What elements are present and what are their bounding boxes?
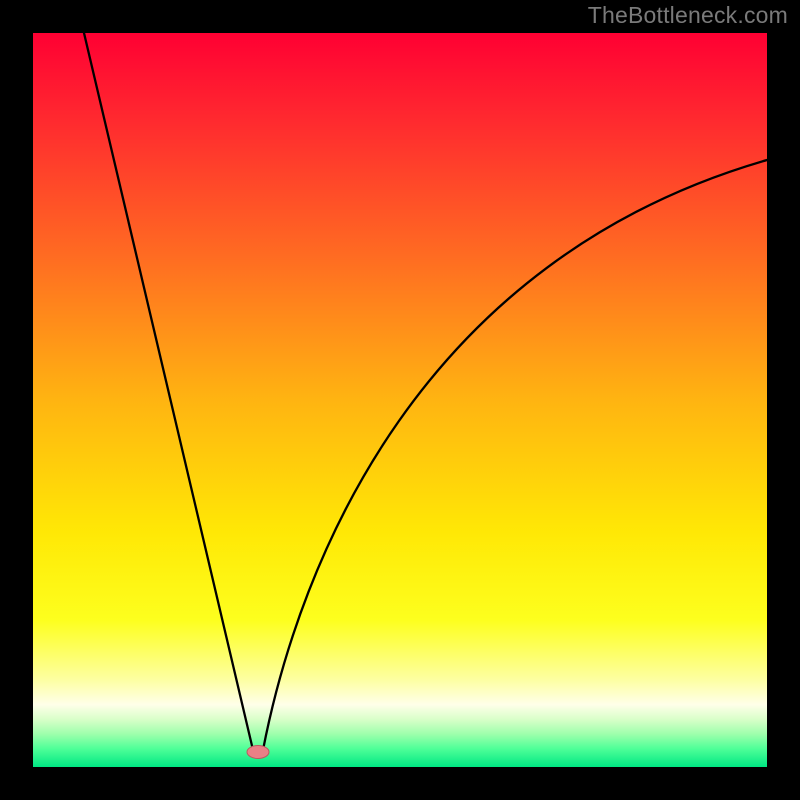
plot-background-gradient [33, 33, 767, 767]
watermark-text: TheBottleneck.com [588, 2, 788, 29]
bottleneck-chart [0, 0, 800, 800]
optimal-point-marker [247, 746, 269, 759]
chart-stage: TheBottleneck.com [0, 0, 800, 800]
